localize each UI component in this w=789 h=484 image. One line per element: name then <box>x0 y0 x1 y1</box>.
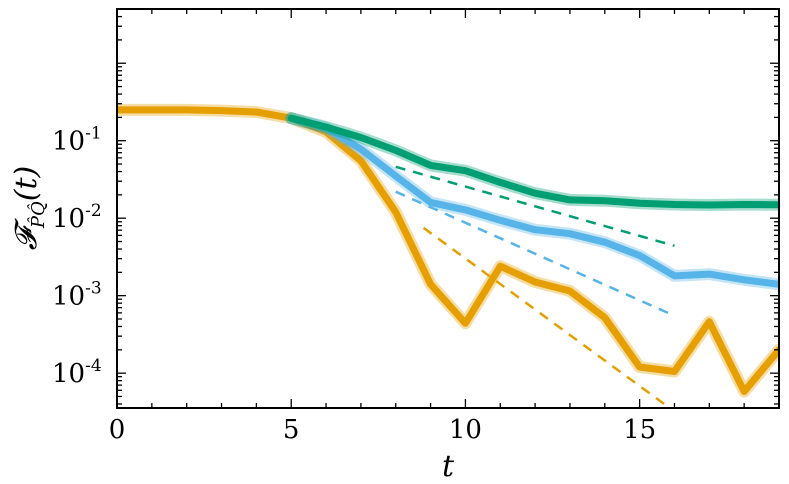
series-layer <box>117 103 779 408</box>
y-tick-label: 10-4 <box>52 356 102 389</box>
fit-line-3 <box>395 165 675 248</box>
x-tick-label: 5 <box>283 415 300 445</box>
x-tick-label: 15 <box>623 415 656 445</box>
y-tick-label: 10-3 <box>52 279 102 312</box>
y-axis-label: 𝓕P̂Q̂(t) <box>9 166 49 250</box>
fit-line-5 <box>422 226 672 408</box>
series-line-1 <box>287 114 779 288</box>
series-line-0 <box>117 106 779 395</box>
x-axis-label: t <box>442 449 455 484</box>
tick-layer: 0 5 10 15 10-1 10-2 10-3 10-4 <box>52 8 780 445</box>
plot-frame <box>116 8 780 409</box>
y-label-subscript: P̂Q̂ <box>27 201 49 229</box>
y-tick-label: 10-2 <box>52 201 102 234</box>
x-tick-label: 0 <box>109 415 126 445</box>
fit-line-4 <box>395 190 676 317</box>
svg-text:𝓕P̂Q̂(t): 𝓕P̂Q̂(t) <box>9 166 49 250</box>
series-glow-0 <box>117 103 779 398</box>
y-label-argument: (t) <box>9 166 44 201</box>
y-tick-label: 10-1 <box>52 124 102 157</box>
series-line-2 <box>287 114 779 209</box>
x-tick-label: 10 <box>449 415 482 445</box>
